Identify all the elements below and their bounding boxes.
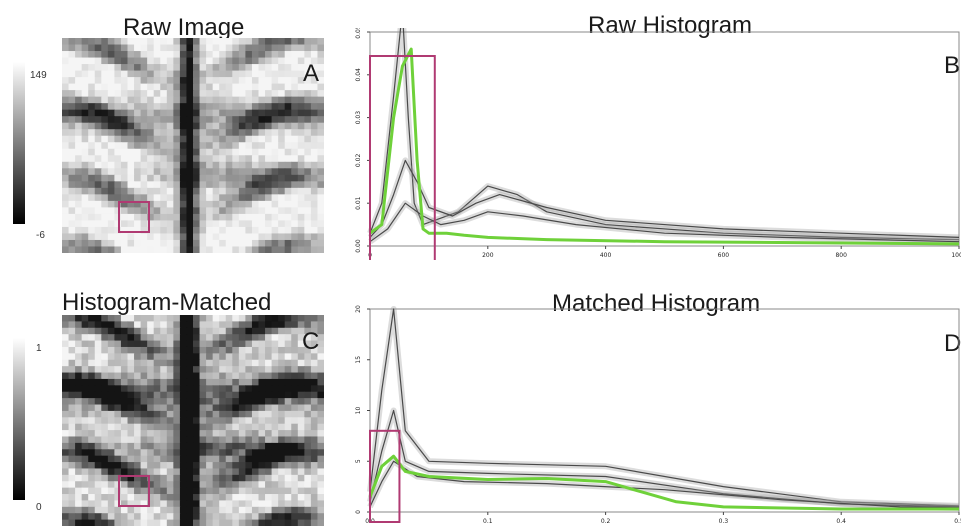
x-tick-label: 0.4 [836,518,846,525]
series-line-green [369,47,960,246]
y-tick-label: 20 [355,305,362,313]
matched-image [62,315,324,526]
colorbar-a [13,62,25,224]
x-tick-label: 0.3 [719,518,729,525]
panel-c-title: Histogram-Matched [62,289,272,316]
series-band [367,157,960,241]
panel-a-title: Raw Image [123,14,245,41]
panel-b-title: Raw Histogram [588,12,753,39]
series-line-gray [369,460,960,509]
panel-d-title: Matched Histogram [552,290,761,317]
highlight-box [369,55,436,260]
image-pixels [62,315,324,526]
series-line-gray [369,308,960,507]
colorbar-c-max-label: 1 [36,343,42,354]
y-tick-label: 15 [355,356,362,364]
x-tick-label: 0.5 [954,518,961,525]
colorbar-a-min-label: -6 [36,230,45,241]
series-line-gray [369,159,960,238]
panel-c-letter: C [302,328,320,355]
panel-b-letter: B [944,52,961,79]
y-tick-label: 0.05 [355,28,362,39]
image-pixels [62,38,324,253]
y-tick-label: 0.02 [355,154,362,168]
x-tick-label: 800 [835,252,847,259]
raw-histogram: 0.00 0.01 0.02 0.03 0.04 0.05 0 200 400 600 800 100… [352,28,961,260]
panel-d-letter: D [944,330,961,357]
x-tick-label: 600 [718,252,730,259]
x-tick-label: 0.2 [601,518,611,525]
y-tick-label: 0.01 [355,196,362,210]
colorbar-a-max-label: 149 [30,70,47,81]
y-tick-label: 0.04 [355,68,362,82]
y-tick-label: 0.03 [355,111,362,125]
y-tick-label: 10 [355,407,362,415]
highlight-box [118,201,150,233]
y-tick-label: 0.00 [355,239,362,253]
highlight-box [369,429,401,523]
colorbar-c-min-label: 0 [36,502,42,513]
x-tick-label: 400 [600,252,612,259]
x-tick-label: 200 [482,252,494,259]
series-line-gray [369,202,960,243]
raw-image [62,38,324,253]
series-line-gray [369,28,960,241]
x-tick-label: 1000 [951,252,961,259]
panel-a-letter: A [303,60,320,87]
series-line-green [368,454,959,511]
series-band [367,28,960,243]
y-tick-label: 0 [355,510,362,514]
y-tick-label: 5 [355,459,362,463]
x-tick-label: 0.1 [483,518,493,525]
highlight-box [118,475,150,507]
colorbar-c [13,338,25,500]
